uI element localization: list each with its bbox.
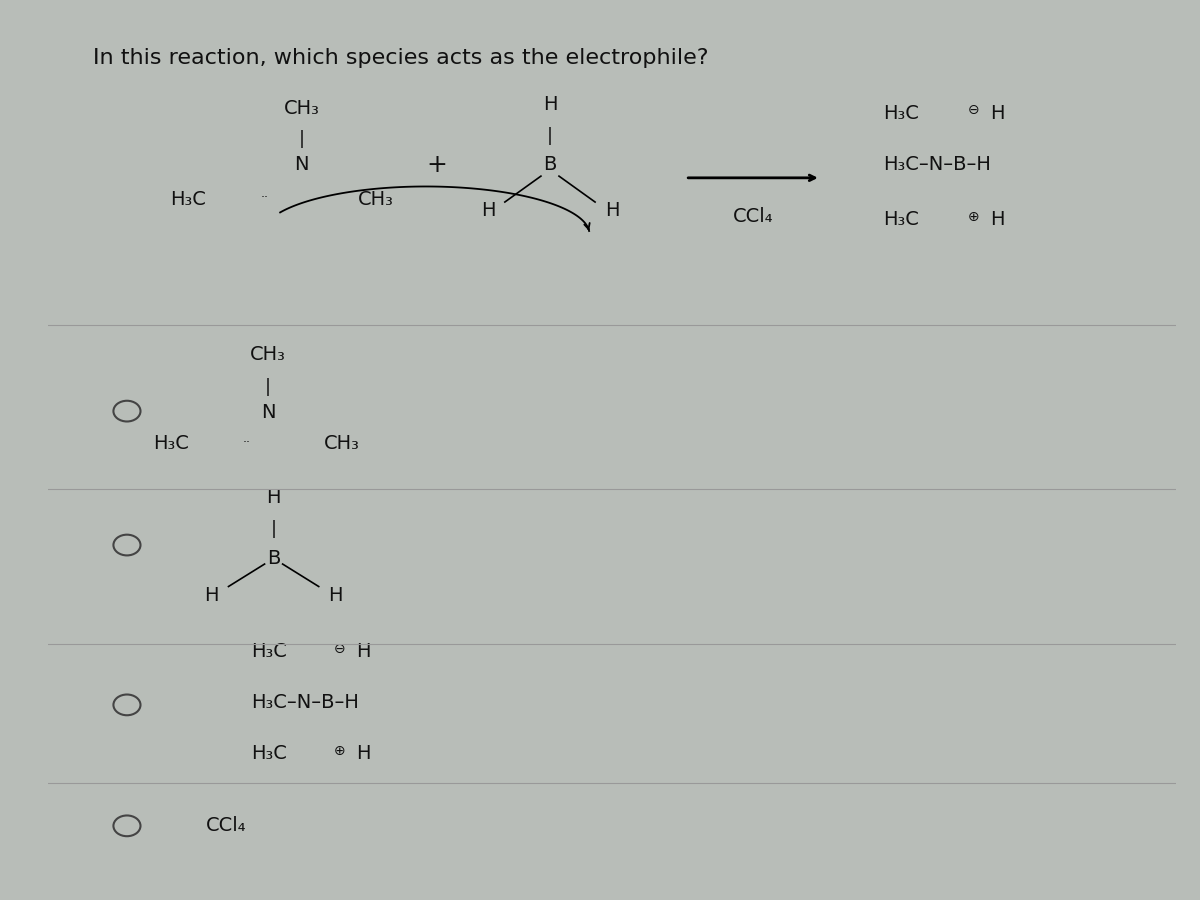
Text: |: | [265,378,271,396]
Text: |: | [271,520,277,538]
Text: H₃C: H₃C [883,104,918,122]
Text: ⊕: ⊕ [334,743,346,758]
Text: In this reaction, which species acts as the electrophile?: In this reaction, which species acts as … [94,49,709,68]
Text: B: B [544,156,557,175]
Text: ⊕: ⊕ [967,210,979,224]
Text: CCl₄: CCl₄ [206,816,246,835]
Text: CH₃: CH₃ [284,99,319,118]
Text: H: H [204,586,218,605]
Text: H₃C: H₃C [170,190,206,209]
Text: N: N [260,403,275,422]
Text: B: B [266,548,281,568]
Text: H: H [356,642,371,661]
Text: H₃C: H₃C [251,743,287,763]
Text: ⊖: ⊖ [334,642,346,656]
Text: H₃C: H₃C [251,642,287,661]
Text: H: H [356,743,371,763]
Text: ··: ·· [260,191,269,204]
Text: CCl₄: CCl₄ [733,207,773,226]
Text: H₃C–N–B–H: H₃C–N–B–H [251,693,359,712]
Text: H: H [481,202,496,220]
Text: |: | [299,130,305,148]
Text: CH₃: CH₃ [250,346,286,365]
Text: H: H [329,586,343,605]
Text: H: H [542,94,557,114]
Text: H: H [605,202,619,220]
Text: H: H [990,210,1004,229]
Text: CH₃: CH₃ [324,435,360,454]
Text: H: H [990,104,1004,122]
Text: |: | [547,128,553,146]
Text: H₃C: H₃C [154,435,190,454]
Text: N: N [294,156,310,175]
Text: ··: ·· [242,436,251,449]
Text: +: + [427,153,448,177]
Text: CH₃: CH₃ [359,190,394,209]
Text: H: H [266,488,281,507]
Text: H₃C–N–B–H: H₃C–N–B–H [883,156,990,175]
Text: ⊖: ⊖ [967,104,979,117]
Text: H₃C: H₃C [883,210,918,229]
